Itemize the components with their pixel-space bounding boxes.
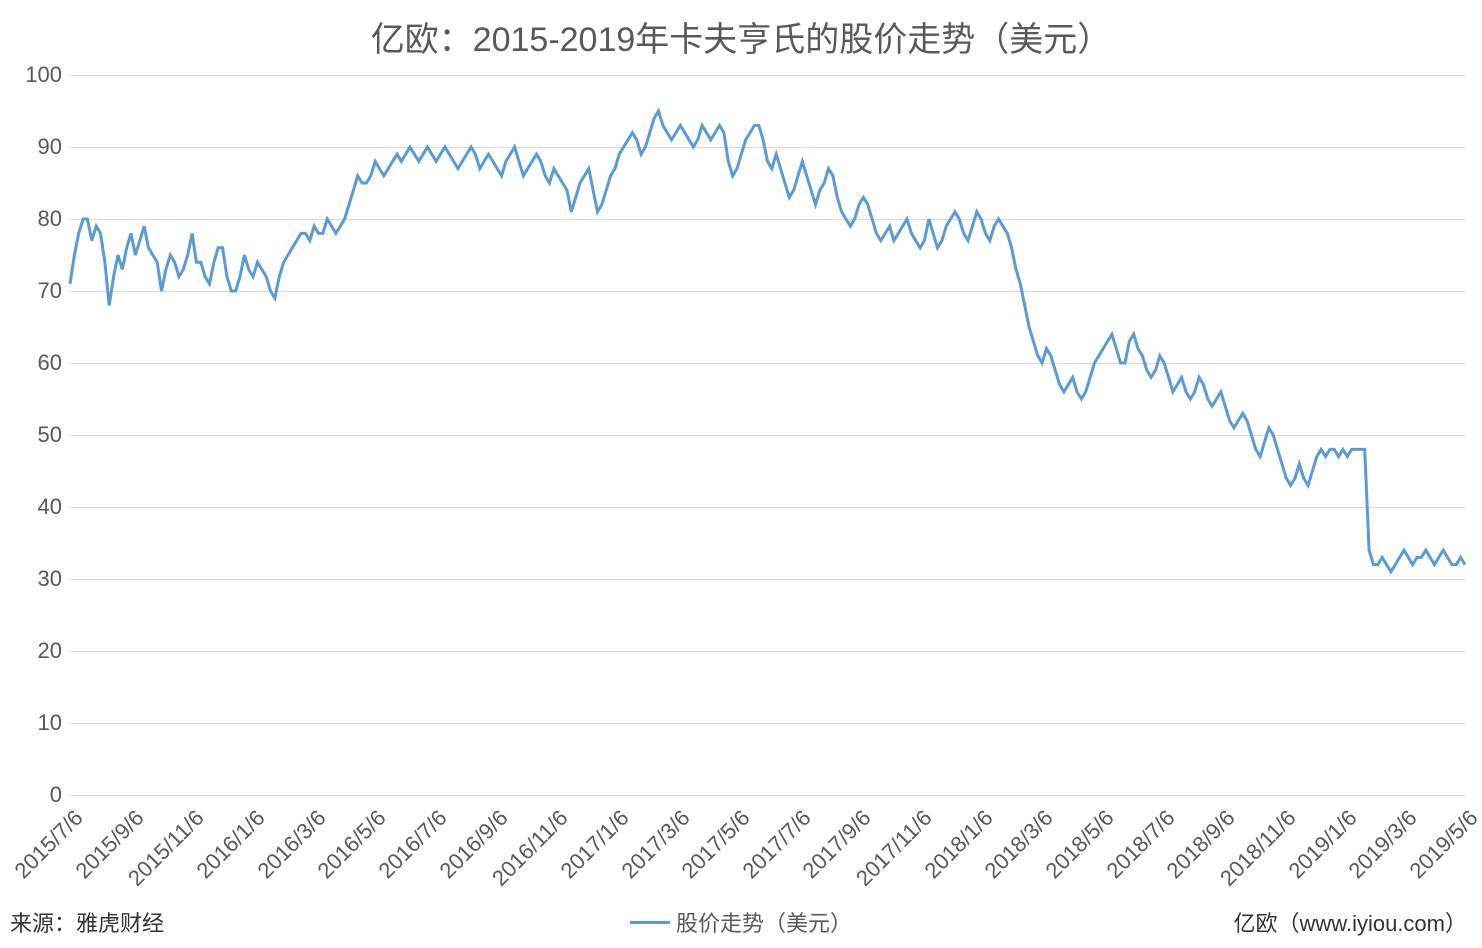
y-tick-label: 50: [12, 422, 62, 448]
footer-brand: 亿欧（www.iyiou.com）: [1234, 906, 1467, 938]
y-tick-label: 40: [12, 494, 62, 520]
y-tick-label: 30: [12, 566, 62, 592]
chart-title: 亿欧：2015-2019年卡夫亨氏的股价走势（美元）: [0, 12, 1482, 61]
y-tick-label: 100: [12, 62, 62, 88]
legend-swatch: [630, 921, 670, 924]
y-tick-label: 70: [12, 278, 62, 304]
legend: 股价走势（美元）: [630, 906, 852, 938]
legend-label: 股价走势（美元）: [676, 906, 852, 938]
chart-container: 亿欧：2015-2019年卡夫亨氏的股价走势（美元） 0 10 20 30 40 50 60…: [0, 0, 1482, 948]
y-tick-label: 90: [12, 134, 62, 160]
stock-price-line: [70, 111, 1465, 572]
plot-area: [70, 75, 1465, 795]
y-tick-label: 0: [12, 782, 62, 808]
y-tick-label: 20: [12, 638, 62, 664]
y-tick-label: 10: [12, 710, 62, 736]
line-chart-svg: [70, 75, 1465, 795]
y-tick-label: 80: [12, 206, 62, 232]
gridline: [70, 795, 1465, 796]
footer-source: 来源：雅虎财经: [10, 906, 164, 938]
y-tick-label: 60: [12, 350, 62, 376]
